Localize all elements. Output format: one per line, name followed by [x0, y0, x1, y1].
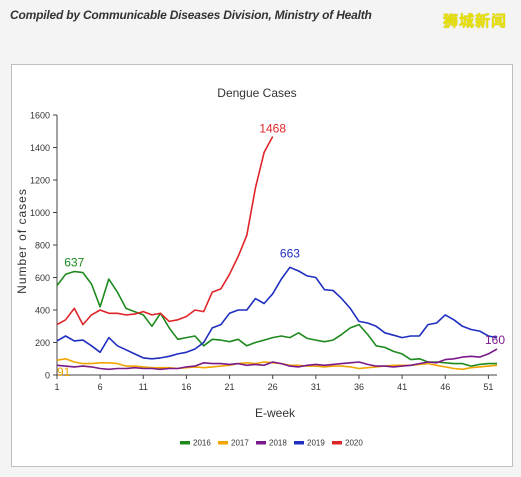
- legend-item-2016[interactable]: 2016: [180, 439, 211, 448]
- series-line-2020: [56, 136, 274, 326]
- y-tick-label: 800: [35, 241, 50, 251]
- y-tick-label: 600: [35, 273, 50, 283]
- source-note: Compiled by Communicable Diseases Divisi…: [10, 8, 372, 22]
- legend-label-2016: 2016: [193, 439, 211, 448]
- legend-label-2020: 2020: [345, 439, 363, 448]
- legend-item-2020[interactable]: 2020: [332, 439, 363, 448]
- legend-label-2017: 2017: [231, 439, 249, 448]
- legend-item-2017[interactable]: 2017: [218, 439, 249, 448]
- x-tick-label: 11: [139, 382, 148, 392]
- y-tick-label: 1200: [30, 176, 50, 186]
- legend-swatch-2018: [256, 441, 266, 445]
- chart-series-lines: [56, 136, 498, 371]
- chart-annotations: 637 91 160 663 1468: [57, 121, 505, 379]
- x-tick-label: 1: [54, 382, 59, 392]
- annotation-2019: 663: [280, 246, 300, 260]
- watermark-logo: 狮城新闻: [442, 12, 507, 30]
- x-tick-label: 26: [268, 382, 278, 392]
- x-tick-label: 46: [440, 382, 450, 392]
- x-tick-label: 31: [311, 382, 321, 392]
- annotation-2016: 637: [64, 255, 84, 269]
- series-line-2019: [56, 266, 498, 360]
- legend-item-2019[interactable]: 2019: [294, 439, 325, 448]
- chart-frame: Dengue Cases Number of cases E-week 0 200…: [11, 64, 513, 467]
- y-tick-label: 1600: [30, 111, 50, 121]
- x-tick-label: 41: [397, 382, 407, 392]
- x-tick-label: 51: [483, 382, 493, 392]
- y-tick-label: 200: [35, 338, 50, 348]
- legend-swatch-2019: [294, 441, 304, 445]
- y-tick-label: 1400: [30, 143, 50, 153]
- annotation-2018: 160: [485, 333, 505, 347]
- x-tick-label: 6: [98, 382, 103, 392]
- legend-swatch-2017: [218, 441, 228, 445]
- chart-title: Dengue Cases: [217, 86, 296, 100]
- y-tick-label: 0: [45, 371, 50, 381]
- series-line-2018: [56, 348, 498, 371]
- x-axis-label: E-week: [255, 406, 296, 420]
- legend-item-2018[interactable]: 2018: [256, 439, 287, 448]
- annotation-2020: 1468: [259, 121, 286, 135]
- legend-swatch-2020: [332, 441, 342, 445]
- y-tick-label: 1000: [30, 208, 50, 218]
- legend-swatch-2016: [180, 441, 190, 445]
- series-line-2016: [56, 270, 497, 367]
- chart-legend[interactable]: 2016 2017 2018 2019 2020: [180, 439, 363, 448]
- x-tick-label: 36: [354, 382, 364, 392]
- x-tick-label: 21: [225, 382, 235, 392]
- y-axis-label: Number of cases: [15, 188, 29, 294]
- x-tick-label: 16: [181, 382, 191, 392]
- legend-label-2018: 2018: [269, 439, 287, 448]
- dengue-line-chart: Dengue Cases Number of cases E-week 0 200…: [15, 86, 505, 448]
- legend-label-2019: 2019: [307, 439, 325, 448]
- annotation-2017: 91: [57, 365, 71, 379]
- y-tick-label: 400: [35, 306, 50, 316]
